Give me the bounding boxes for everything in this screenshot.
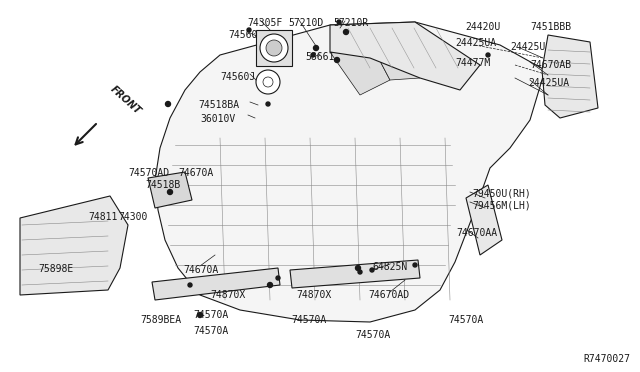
- Text: 7451BBB: 7451BBB: [530, 22, 571, 32]
- Circle shape: [311, 53, 315, 57]
- Circle shape: [263, 77, 273, 87]
- Text: 64825N: 64825N: [372, 262, 407, 272]
- Text: FRONT: FRONT: [108, 84, 142, 116]
- Text: 74560J: 74560J: [220, 72, 255, 82]
- Circle shape: [168, 189, 173, 195]
- Text: 7589BEA: 7589BEA: [140, 315, 181, 325]
- Text: 74670AB: 74670AB: [530, 60, 571, 70]
- Text: 74305F: 74305F: [247, 18, 282, 28]
- Polygon shape: [256, 30, 292, 66]
- Circle shape: [358, 270, 362, 274]
- Polygon shape: [330, 22, 480, 90]
- Text: 24420U: 24420U: [465, 22, 500, 32]
- Text: R7470027: R7470027: [583, 354, 630, 364]
- Text: 79450U(RH): 79450U(RH): [472, 188, 531, 198]
- Circle shape: [335, 58, 339, 62]
- Text: 74570AD: 74570AD: [128, 168, 169, 178]
- Circle shape: [337, 20, 341, 24]
- Circle shape: [198, 312, 202, 317]
- Polygon shape: [466, 185, 502, 255]
- Polygon shape: [330, 42, 390, 95]
- Text: 79456M(LH): 79456M(LH): [472, 200, 531, 210]
- Circle shape: [344, 29, 349, 35]
- Circle shape: [247, 28, 251, 32]
- Polygon shape: [542, 35, 598, 118]
- Circle shape: [370, 268, 374, 272]
- Polygon shape: [290, 260, 420, 288]
- Polygon shape: [152, 268, 280, 300]
- Text: 24425UA: 24425UA: [455, 38, 496, 48]
- Circle shape: [188, 283, 192, 287]
- Circle shape: [260, 34, 288, 62]
- Text: 74670AD: 74670AD: [368, 290, 409, 300]
- Text: 36010V: 36010V: [200, 114, 236, 124]
- Text: 74518BA: 74518BA: [198, 100, 239, 110]
- Text: 74570A: 74570A: [355, 330, 390, 340]
- Polygon shape: [370, 40, 420, 80]
- Text: 57210D: 57210D: [288, 18, 323, 28]
- Text: 74570A: 74570A: [291, 315, 326, 325]
- Text: 74570A: 74570A: [448, 315, 483, 325]
- Text: 74870X: 74870X: [296, 290, 332, 300]
- Circle shape: [486, 53, 490, 57]
- Text: 24425U: 24425U: [510, 42, 545, 52]
- Text: 74570A: 74570A: [193, 310, 228, 320]
- Circle shape: [266, 40, 282, 56]
- Circle shape: [413, 263, 417, 267]
- Circle shape: [355, 266, 360, 270]
- Text: 74300: 74300: [118, 212, 147, 222]
- Polygon shape: [20, 196, 128, 295]
- Circle shape: [268, 282, 273, 288]
- Text: 24425UA: 24425UA: [528, 78, 569, 88]
- Text: 74670A: 74670A: [183, 265, 218, 275]
- Circle shape: [314, 45, 319, 51]
- Text: 74870X: 74870X: [210, 290, 245, 300]
- Text: 74518B: 74518B: [145, 180, 180, 190]
- Text: 74811: 74811: [88, 212, 117, 222]
- Text: 74570A: 74570A: [193, 326, 228, 336]
- Polygon shape: [148, 172, 192, 208]
- Circle shape: [166, 102, 170, 106]
- Text: 75898E: 75898E: [38, 264, 73, 274]
- Text: 74560: 74560: [228, 30, 257, 40]
- Circle shape: [276, 276, 280, 280]
- Circle shape: [256, 70, 280, 94]
- Text: 74477M: 74477M: [455, 58, 490, 68]
- Text: 58661: 58661: [305, 52, 334, 62]
- Polygon shape: [155, 22, 545, 322]
- Text: 74670AA: 74670AA: [456, 228, 497, 238]
- Text: 57210R: 57210R: [333, 18, 368, 28]
- Text: 74670A: 74670A: [178, 168, 213, 178]
- Circle shape: [266, 102, 270, 106]
